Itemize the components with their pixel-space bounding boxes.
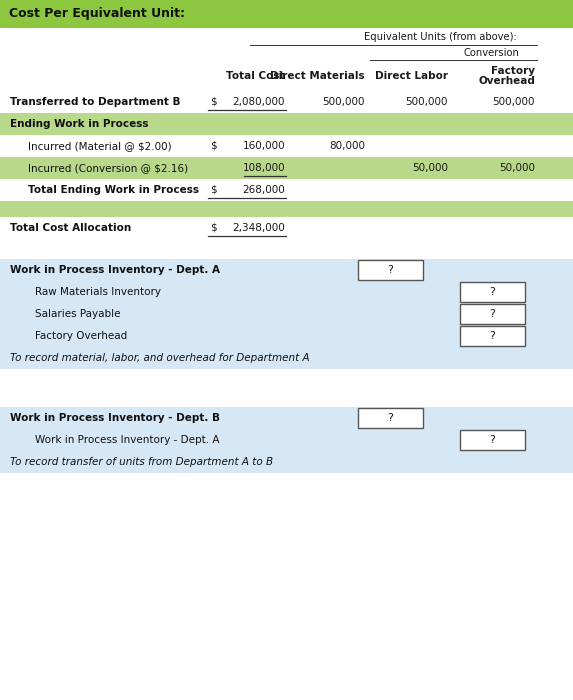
- Bar: [460, 282, 525, 302]
- Text: To record material, labor, and overhead for Department A: To record material, labor, and overhead …: [10, 353, 309, 363]
- Bar: [0, 259, 573, 369]
- Bar: [460, 326, 525, 346]
- Text: 160,000: 160,000: [242, 141, 285, 151]
- Text: Factory: Factory: [491, 66, 535, 76]
- Text: Total Ending Work in Process: Total Ending Work in Process: [28, 185, 199, 195]
- Text: Overhead: Overhead: [478, 76, 535, 86]
- Text: Total Cost: Total Cost: [226, 71, 285, 81]
- Text: $: $: [210, 223, 217, 233]
- Text: Ending Work in Process: Ending Work in Process: [10, 119, 148, 129]
- Text: 500,000: 500,000: [406, 97, 448, 107]
- Text: 2,080,000: 2,080,000: [233, 97, 285, 107]
- Text: 500,000: 500,000: [493, 97, 535, 107]
- Bar: [460, 304, 525, 324]
- Text: ?: ?: [489, 331, 496, 341]
- Text: 268,000: 268,000: [242, 185, 285, 195]
- Text: ?: ?: [387, 265, 394, 275]
- Bar: [0, 407, 573, 473]
- Text: To record transfer of units from Department A to B: To record transfer of units from Departm…: [10, 457, 273, 467]
- Text: ?: ?: [489, 309, 496, 319]
- Text: Total Cost Allocation: Total Cost Allocation: [10, 223, 131, 233]
- Text: Conversion: Conversion: [464, 48, 520, 59]
- Bar: [0, 217, 573, 239]
- Text: $: $: [210, 141, 217, 151]
- Bar: [0, 157, 573, 179]
- Text: Incurred (Conversion @ $2.16): Incurred (Conversion @ $2.16): [28, 163, 188, 173]
- Text: Equivalent Units (from above):: Equivalent Units (from above):: [364, 32, 516, 42]
- Bar: [0, 201, 573, 217]
- Bar: [0, 0, 573, 28]
- Text: 500,000: 500,000: [323, 97, 365, 107]
- Text: 80,000: 80,000: [329, 141, 365, 151]
- Text: Work in Process Inventory - Dept. A: Work in Process Inventory - Dept. A: [10, 265, 220, 275]
- Text: 2,348,000: 2,348,000: [232, 223, 285, 233]
- Text: 50,000: 50,000: [412, 163, 448, 173]
- Text: Incurred (Material @ $2.00): Incurred (Material @ $2.00): [28, 141, 172, 151]
- Text: Salaries Payable: Salaries Payable: [35, 309, 120, 319]
- Text: ?: ?: [387, 413, 394, 423]
- Text: Factory Overhead: Factory Overhead: [35, 331, 127, 341]
- Text: ?: ?: [489, 287, 496, 297]
- Bar: [358, 408, 423, 428]
- Bar: [0, 28, 573, 91]
- Text: Direct Materials: Direct Materials: [270, 71, 365, 81]
- Bar: [0, 135, 573, 157]
- Text: $: $: [210, 97, 217, 107]
- Text: Work in Process Inventory - Dept. A: Work in Process Inventory - Dept. A: [35, 435, 219, 445]
- Bar: [0, 113, 573, 135]
- Bar: [460, 430, 525, 450]
- Text: Work in Process Inventory - Dept. B: Work in Process Inventory - Dept. B: [10, 413, 220, 423]
- Text: Cost Per Equivalent Unit:: Cost Per Equivalent Unit:: [9, 8, 185, 20]
- Text: $: $: [210, 185, 217, 195]
- Bar: [358, 260, 423, 280]
- Text: Transferred to Department B: Transferred to Department B: [10, 97, 180, 107]
- Bar: [0, 91, 573, 113]
- Text: ?: ?: [489, 435, 496, 445]
- Text: Direct Labor: Direct Labor: [375, 71, 448, 81]
- Bar: [0, 179, 573, 201]
- Text: Raw Materials Inventory: Raw Materials Inventory: [35, 287, 161, 297]
- Text: 108,000: 108,000: [242, 163, 285, 173]
- Text: 50,000: 50,000: [499, 163, 535, 173]
